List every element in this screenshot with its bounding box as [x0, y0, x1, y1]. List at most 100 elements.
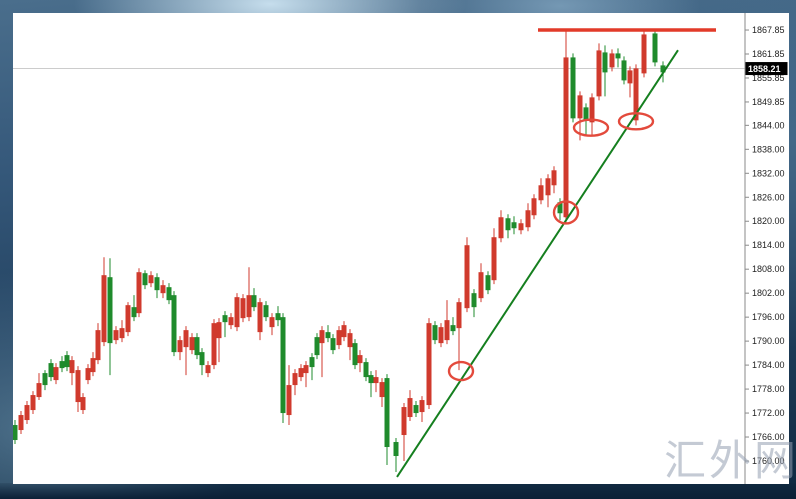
- candle-body: [36, 383, 42, 398]
- candle-body: [652, 33, 658, 63]
- candle-body: [615, 53, 621, 59]
- candle-body: [303, 365, 309, 374]
- candle-body: [85, 368, 91, 381]
- candle-body: [292, 373, 298, 386]
- candle-body: [444, 320, 450, 341]
- candle-body: [596, 50, 602, 97]
- candle-body: [222, 315, 228, 323]
- candle-body: [341, 325, 347, 338]
- candle-body: [160, 285, 166, 294]
- axis-tick-label: 1844.00: [752, 120, 785, 130]
- candle-body: [407, 398, 413, 418]
- candle-body: [53, 367, 59, 381]
- axis-tick-label: 1832.00: [752, 168, 785, 178]
- candle-body: [75, 370, 81, 403]
- candle-body: [107, 277, 113, 344]
- candle-body: [413, 405, 419, 414]
- candle-body: [166, 287, 172, 301]
- axis-tick-label: 1784.00: [752, 360, 785, 370]
- candle-body: [557, 202, 563, 214]
- candle-body: [609, 53, 615, 68]
- candle-body: [531, 198, 537, 216]
- candle-body: [426, 323, 432, 406]
- candle-body: [286, 385, 292, 416]
- candle-body: [95, 330, 101, 361]
- candle-body: [24, 405, 30, 421]
- candle-body: [633, 68, 639, 121]
- axis-tick-label: 1760.00: [752, 456, 785, 466]
- current-price-badge: [745, 62, 788, 76]
- candle-body: [240, 298, 246, 319]
- chart-panel: 1867.85 1861.85 1855.85 1849.85 1844.00 1838.…: [13, 13, 789, 484]
- axis-tick-label: 1808.00: [752, 264, 785, 274]
- axis-tick-label: 1766.00: [752, 432, 785, 442]
- candle-body: [641, 34, 647, 74]
- candle-body: [478, 272, 484, 299]
- candle-body: [432, 325, 438, 341]
- candle-body: [368, 375, 374, 384]
- axis-tick-label: 1796.00: [752, 312, 785, 322]
- candle-body: [216, 322, 222, 339]
- candlestick-chart: 1867.85 1861.85 1855.85 1849.85 1844.00 1838.…: [13, 13, 788, 484]
- candle-body: [211, 323, 217, 366]
- candle-body: [234, 297, 240, 328]
- highlight-circle: [552, 200, 580, 225]
- candle-body: [171, 295, 177, 353]
- candle-body: [438, 327, 444, 344]
- candle-body: [148, 275, 154, 284]
- candle-body: [471, 293, 477, 308]
- candle-body: [456, 302, 462, 329]
- candle-body: [199, 352, 205, 366]
- candle-body: [119, 328, 125, 339]
- candle-body: [69, 360, 75, 374]
- current-price-value: 1858.21: [748, 64, 781, 74]
- candle-body: [125, 305, 131, 333]
- axis-tick-label: 1867.85: [752, 25, 785, 35]
- axis-tick-label: 1861.85: [752, 49, 785, 59]
- candle-body: [621, 60, 627, 81]
- candle-body: [59, 361, 65, 369]
- highlight-circle: [572, 118, 610, 137]
- trendline: [396, 49, 679, 478]
- candle-body: [325, 332, 331, 339]
- candle-body: [64, 355, 70, 368]
- candle-body: [194, 337, 200, 356]
- candle-body: [393, 442, 399, 457]
- candle-body: [131, 307, 137, 318]
- candle-body: [142, 273, 148, 286]
- candle-body: [602, 52, 608, 73]
- candle-body: [263, 305, 269, 318]
- candle-body: [309, 357, 315, 368]
- candle-body: [177, 340, 183, 353]
- candle-body: [330, 338, 336, 351]
- candle-body: [228, 317, 234, 326]
- candle-body: [357, 355, 363, 364]
- axis-tick-label: 1849.85: [752, 97, 785, 107]
- highlight-circle: [447, 360, 475, 382]
- candle-body: [189, 337, 195, 351]
- candle-body: [136, 272, 142, 314]
- candle-body: [577, 95, 583, 119]
- highlight-circle: [617, 112, 655, 131]
- candle-body: [280, 317, 286, 414]
- candle-body: [419, 400, 425, 413]
- candle-body: [275, 313, 281, 321]
- candle-body: [30, 395, 36, 411]
- candle-body: [583, 107, 589, 121]
- candle-body: [589, 97, 595, 123]
- axis-tick-label: 1820.00: [752, 216, 785, 226]
- axis-tick-label: 1802.00: [752, 288, 785, 298]
- candle-body: [336, 330, 342, 346]
- candle-body: [251, 295, 257, 308]
- candle-body: [373, 377, 379, 384]
- axis-tick-label: 1838.00: [752, 144, 785, 154]
- axis-tick-label: 1826.00: [752, 192, 785, 202]
- candle-body: [563, 57, 569, 218]
- candle-body: [450, 325, 456, 332]
- axis-tick-label: 1772.00: [752, 408, 785, 418]
- candle-body: [511, 222, 517, 229]
- candle-body: [101, 275, 107, 343]
- candle-body: [352, 343, 358, 366]
- candle-body: [464, 245, 470, 309]
- candle-body: [347, 333, 353, 348]
